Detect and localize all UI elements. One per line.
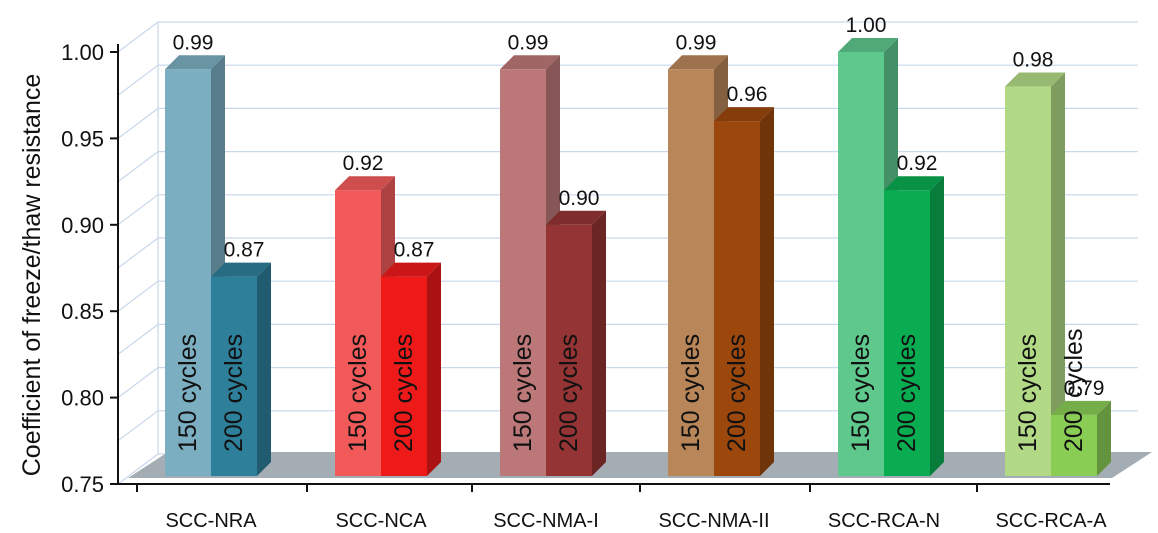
bar-series-label: 150 cycles [344, 334, 372, 452]
chart-floor [128, 452, 1152, 478]
bar-series-label: 200 [1060, 410, 1088, 452]
bar-top-face [500, 55, 560, 70]
bar-150-cycles [838, 52, 884, 476]
y-tick-label: 0.95 [61, 126, 104, 151]
side-grid-line [117, 237, 159, 269]
bar-top-face [884, 176, 944, 191]
side-grid-line [117, 280, 159, 312]
data-label: 0.99 [676, 31, 717, 54]
bar-top-face [714, 107, 774, 122]
data-label: 1.00 [846, 14, 887, 37]
bar-200-cycles [1051, 414, 1097, 476]
side-grid-line [117, 323, 159, 355]
data-label: 0.99 [508, 31, 549, 54]
data-label: 0.96 [727, 83, 768, 106]
side-grid-line [117, 453, 159, 485]
bar-series-label: 200 cycles [893, 334, 921, 452]
y-tick-label: 0.90 [61, 213, 104, 238]
x-tick-label: SCC-NMA-I [493, 510, 599, 532]
bar-top-face [1051, 400, 1111, 415]
bar-top-face [335, 176, 395, 191]
bar-side-face [427, 262, 441, 476]
bar-series-label: 200 cycles [723, 334, 751, 452]
bar-side-face [930, 176, 944, 477]
bar-side-face [1051, 72, 1065, 476]
bar-top-face [1005, 72, 1065, 87]
bar-side-face [257, 262, 271, 476]
bar-side-face [760, 107, 774, 477]
data-label: 0.87 [224, 239, 265, 262]
side-grid-line [117, 21, 159, 53]
bar-series-label: 150 cycles [677, 334, 705, 452]
bar-150-cycles [1005, 86, 1051, 476]
bar-side-face [592, 210, 606, 477]
bar-side-face [1097, 400, 1111, 476]
side-grid-line [117, 367, 159, 399]
bar-series-label: 200 cycles [555, 334, 583, 452]
bar-series-label: 150 cycles [1014, 334, 1042, 452]
data-label: 0.90 [559, 187, 600, 210]
y-tick-label: 0.85 [61, 299, 104, 324]
y-axis-title: Coefficient of freeze/thaw resistance [18, 74, 46, 477]
bar-top-face [211, 262, 271, 277]
bar-200-cycles [546, 224, 592, 476]
bar-200-cycles [884, 190, 930, 477]
data-label: 0.99 [173, 31, 214, 54]
x-tick-label: SCC-NCA [335, 510, 427, 532]
bar-series-label: 200 cycles [220, 334, 248, 452]
bar-200-cycles [211, 276, 257, 476]
side-grid-line [117, 107, 159, 139]
bar-series-label: 150 cycles [847, 334, 875, 452]
data-label: 0.92 [343, 152, 384, 175]
side-grid-line [117, 64, 159, 96]
bar-top-face [668, 55, 728, 70]
x-tick-label: SCC-NRA [165, 510, 257, 532]
bar-top-face [838, 38, 898, 52]
data-label: 0.92 [897, 152, 938, 175]
bar-200-cycles [381, 276, 427, 476]
bar-top-face [165, 55, 225, 70]
x-tick-label: SCC-RCA-A [995, 510, 1107, 532]
data-label: 0.87 [394, 239, 435, 262]
bar-series-label: cycles [1060, 329, 1088, 398]
bar-top-face [546, 210, 606, 225]
y-tick-label: 0.75 [61, 472, 104, 497]
data-label: 0.79 [1064, 377, 1105, 400]
bar-150-cycles [500, 69, 546, 476]
x-tick-label: SCC-NMA-II [658, 510, 769, 532]
bar-series-label: 150 cycles [509, 334, 537, 452]
y-tick-label: 0.80 [61, 386, 104, 411]
x-tick-label: SCC-RCA-N [828, 510, 940, 532]
bar-150-cycles [165, 69, 211, 476]
bar-150-cycles [668, 69, 714, 476]
bar-200-cycles [714, 121, 760, 477]
bar-series-label: 150 cycles [174, 334, 202, 452]
y-tick-label: 1.00 [61, 40, 104, 65]
side-grid-line [117, 194, 159, 226]
bar-top-face [381, 262, 441, 277]
side-grid-line [117, 151, 159, 183]
bar-150-cycles [335, 190, 381, 477]
data-label: 0.98 [1013, 49, 1054, 72]
bar-series-label: 200 cycles [390, 334, 418, 452]
side-grid-line [117, 410, 159, 442]
